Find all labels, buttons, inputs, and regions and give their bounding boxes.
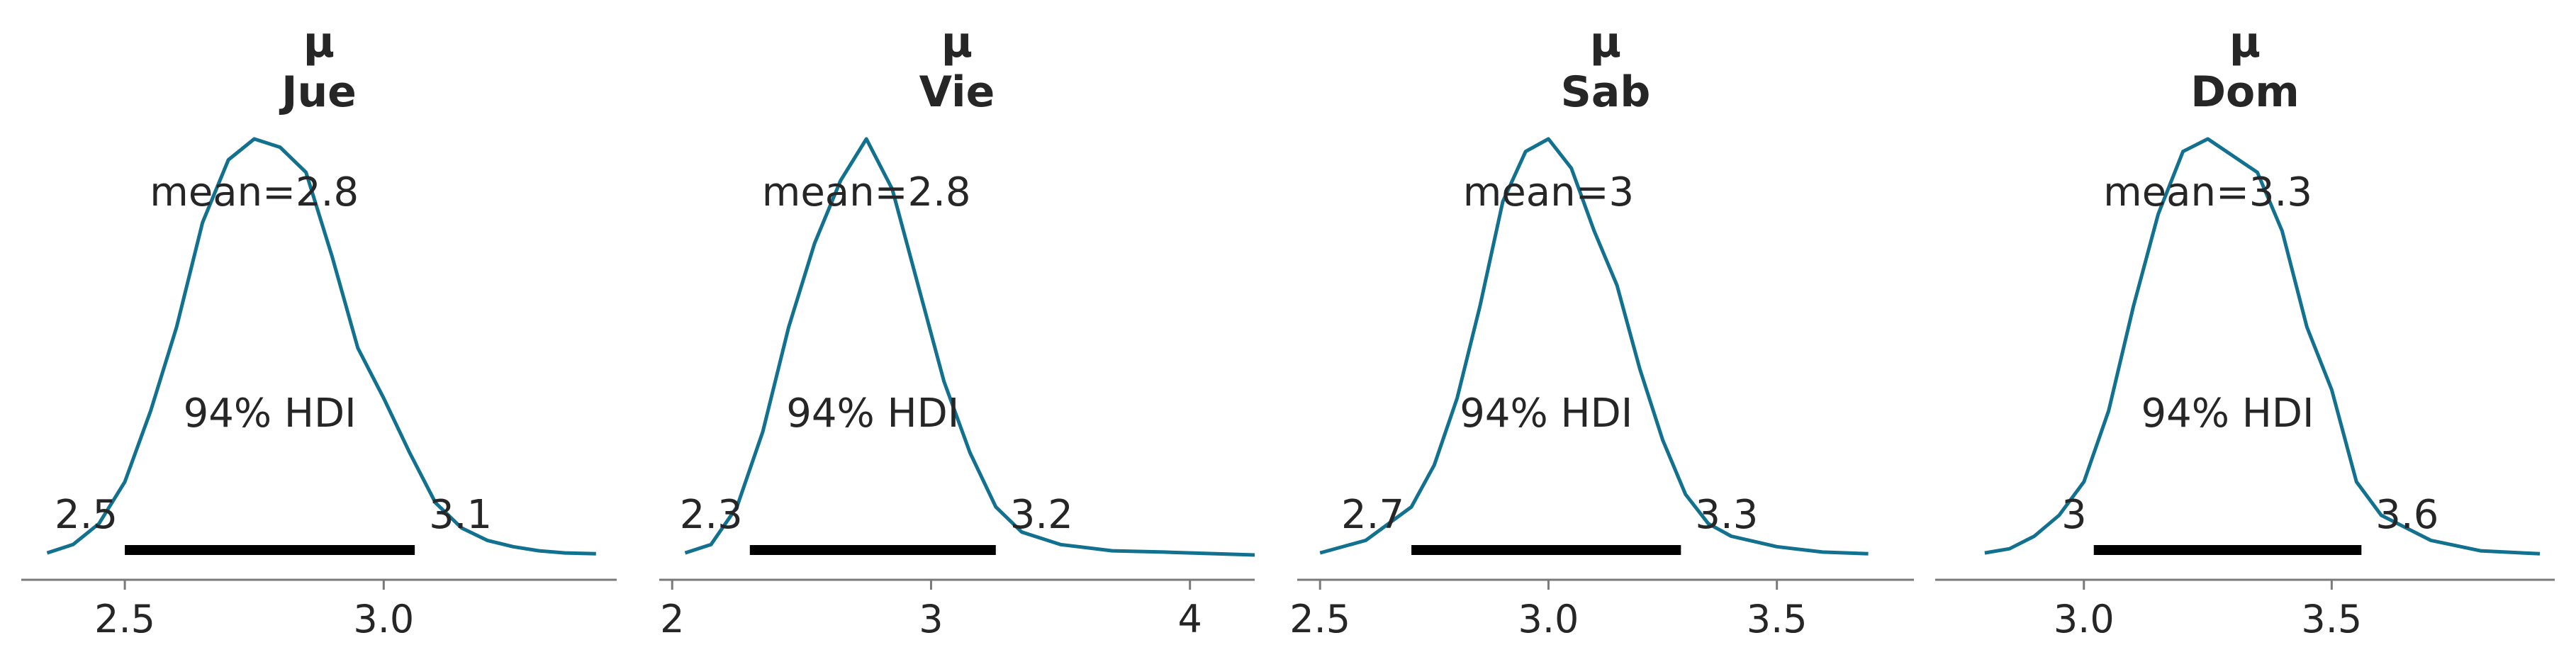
panel-title-param: μ: [941, 18, 973, 67]
hdi-label: 94% HDI: [1460, 391, 1633, 437]
panel-title-param: μ: [1590, 18, 1621, 67]
mean-label: mean=2.8: [150, 169, 359, 215]
hdi-upper-label: 3.3: [1695, 492, 1758, 538]
hdi-lower-label: 2.7: [1341, 492, 1404, 538]
x-tick-label: 2.5: [94, 597, 155, 641]
x-tick-label: 4: [1178, 597, 1202, 641]
panel-title-param: μ: [303, 18, 335, 67]
density-curve: [1984, 137, 2541, 556]
panel-title-day: Vie: [919, 67, 995, 117]
mean-label: mean=3.3: [2103, 169, 2312, 215]
x-tick-label: 3: [919, 597, 943, 641]
density-curve: [1319, 137, 1869, 556]
hdi-lower-label: 2.5: [55, 492, 118, 538]
hdi-lower-label: 3: [2061, 492, 2087, 538]
hdi-upper-label: 3.2: [1010, 492, 1073, 538]
panel-title-day: Dom: [2190, 67, 2300, 117]
mean-label: mean=3: [1463, 169, 1634, 215]
x-tick-label: 2.5: [1289, 597, 1350, 641]
panel-title-param: μ: [2229, 18, 2261, 67]
hdi-upper-label: 3.1: [429, 492, 492, 538]
x-tick-label: 3.0: [1518, 597, 1579, 641]
hdi-upper-label: 3.6: [2375, 492, 2438, 538]
hdi-label: 94% HDI: [184, 391, 357, 437]
hdi-label: 94% HDI: [2141, 391, 2314, 437]
panel-title-day: Jue: [279, 67, 357, 117]
hdi-lower-label: 2.3: [680, 492, 743, 538]
mean-label: mean=2.8: [762, 169, 971, 215]
density-curve: [46, 137, 596, 556]
panel-title-day: Sab: [1561, 67, 1651, 117]
x-tick-label: 2: [660, 597, 684, 641]
x-tick-label: 3.0: [353, 597, 414, 641]
x-tick-label: 3.0: [2054, 597, 2115, 641]
x-tick-label: 3.5: [1747, 597, 1808, 641]
x-tick-label: 3.5: [2301, 597, 2362, 641]
hdi-label: 94% HDI: [786, 391, 959, 437]
density-curve: [684, 137, 1255, 557]
